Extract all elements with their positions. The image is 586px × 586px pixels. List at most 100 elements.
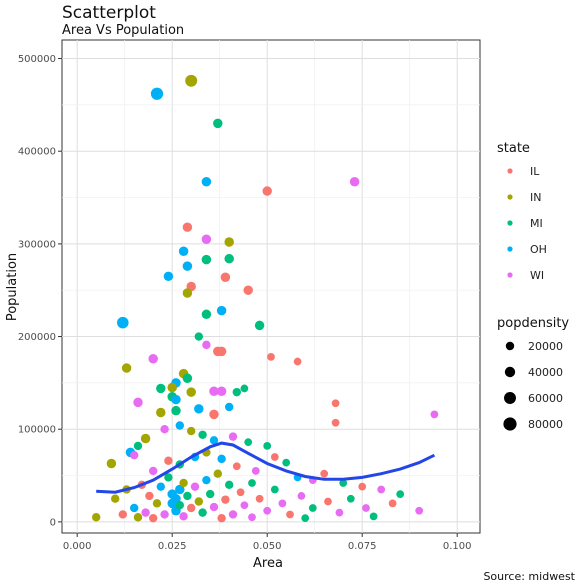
data-point-in [167,382,177,393]
data-point-il [145,491,154,501]
x-tick-label: 0.075 [348,541,377,552]
data-point-il [220,272,231,282]
data-point-wi [278,499,287,508]
y-tick-label: 0 [50,517,56,528]
data-point-in [187,426,196,436]
data-point-in [111,494,120,503]
data-point-mi [270,485,279,494]
data-point-oh [194,404,204,414]
data-point-il [255,494,264,503]
data-point-wi [415,506,424,515]
legend-key-in [507,194,513,200]
legend-label-wi: WI [530,269,544,282]
data-point-mi [308,504,317,512]
popdensity-legend-title: popdensity [497,316,569,331]
data-point-il [149,513,158,523]
chart-title: Scatterplot [62,3,156,23]
data-point-wi [160,425,169,434]
data-point-mi [182,373,193,383]
data-point-mi [263,442,272,450]
data-point-mi [171,405,181,416]
legend-label-il: IL [530,165,540,178]
data-point-mi [133,441,143,451]
data-point-mi [198,430,207,439]
x-tick-label: 0.025 [158,541,187,552]
size-legend-label: 20000 [528,340,563,353]
data-point-wi [141,508,150,517]
smooth-trend-line [96,441,436,494]
data-point-in [140,433,151,444]
data-point-wi [202,340,211,350]
data-point-in [213,469,222,478]
state-legend: state IL IN MI OH WI [497,141,547,282]
x-tick-label: 0.100 [443,541,472,552]
y-axis-title: Population [5,253,20,321]
chart-caption: Source: midwest [483,570,575,583]
data-point-in [182,288,193,298]
data-point-in [121,363,132,373]
data-point-mi [213,118,223,129]
legend-label-mi: MI [530,217,543,230]
legend-key-wi [507,272,513,278]
data-point-mi [232,387,241,397]
grid-lines [62,40,480,533]
data-point-il [324,497,332,506]
data-point-wi [335,508,344,517]
legend-label-oh: OH [530,243,547,256]
data-point-wi [130,450,139,460]
data-point-il [209,409,219,420]
data-point-in [106,458,117,469]
data-point-wi [148,354,158,364]
size-legend-key [505,341,515,351]
data-point-oh [182,261,193,271]
data-point-il [216,346,227,357]
data-point-oh [175,421,184,430]
data-point-in [156,407,166,418]
data-point-oh [225,402,234,412]
data-point-mi [201,254,212,265]
data-point-wi [297,492,306,500]
y-tick-label: 500000 [18,54,56,65]
data-point-oh [175,484,185,495]
data-point-il [331,399,340,408]
data-point-oh [202,475,211,485]
data-point-mi [282,458,291,467]
x-tick-label: 0.000 [63,541,92,552]
data-point-oh [171,394,181,405]
data-point-mi [346,494,355,503]
data-point-mi [301,514,310,523]
data-point-mi [244,438,253,447]
data-point-mi [164,473,173,482]
size-legend-key [504,392,516,404]
data-point-il [267,353,275,361]
legend-key-mi [507,220,513,226]
data-point-il [388,499,397,508]
data-point-mi [156,383,166,394]
size-legend-label: 60000 [528,392,563,405]
data-point-wi [209,502,219,512]
data-point-mi [175,500,184,510]
data-point-mi [369,512,378,521]
data-point-oh [156,482,165,491]
x-tick-label: 0.050 [253,541,282,552]
data-point-oh [217,454,226,464]
data-point-oh [150,87,164,100]
data-point-in [194,497,203,506]
data-point-il [118,510,128,519]
legend-key-il [507,168,513,174]
data-point-mi [183,491,192,501]
data-point-mi [224,253,234,264]
data-point-oh [171,493,181,504]
data-point-in [152,499,162,508]
data-point-il [293,357,302,366]
legend-label-in: IN [530,191,541,204]
data-point-oh [163,271,174,282]
data-point-mi [396,490,405,498]
chart-subtitle: Area Vs Population [62,23,184,38]
size-legend-label: 80000 [528,418,563,431]
data-point-il [236,488,245,497]
data-point-oh [117,316,129,329]
data-point-il [320,469,329,478]
data-point-il [262,186,272,196]
data-point-wi [216,386,227,396]
